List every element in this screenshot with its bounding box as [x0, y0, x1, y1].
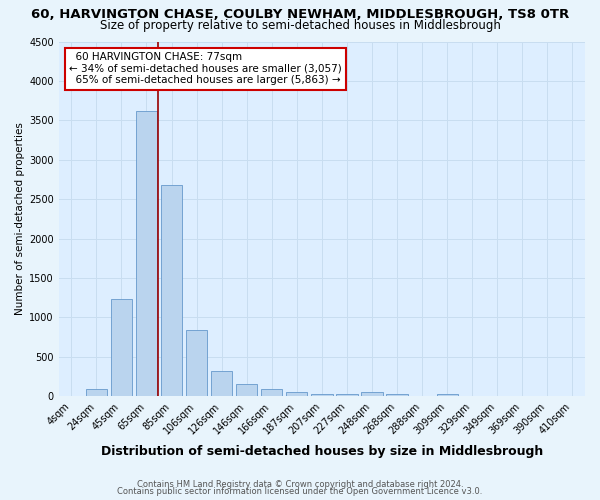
Bar — [261, 389, 283, 396]
Bar — [86, 389, 107, 396]
Y-axis label: Number of semi-detached properties: Number of semi-detached properties — [15, 122, 25, 316]
Bar — [386, 394, 408, 396]
Bar — [311, 394, 332, 396]
Text: 60, HARVINGTON CHASE, COULBY NEWHAM, MIDDLESBROUGH, TS8 0TR: 60, HARVINGTON CHASE, COULBY NEWHAM, MID… — [31, 8, 569, 20]
Text: 60 HARVINGTON CHASE: 77sqm
← 34% of semi-detached houses are smaller (3,057)
  6: 60 HARVINGTON CHASE: 77sqm ← 34% of semi… — [70, 52, 342, 86]
Bar — [437, 394, 458, 396]
Text: Contains HM Land Registry data © Crown copyright and database right 2024.: Contains HM Land Registry data © Crown c… — [137, 480, 463, 489]
Bar — [361, 392, 383, 396]
Bar — [111, 298, 132, 396]
Bar — [136, 111, 157, 397]
Bar — [286, 392, 307, 396]
Bar — [161, 185, 182, 396]
Bar — [236, 384, 257, 396]
Bar — [186, 330, 207, 396]
Text: Size of property relative to semi-detached houses in Middlesbrough: Size of property relative to semi-detach… — [100, 19, 500, 32]
Bar — [336, 394, 358, 396]
X-axis label: Distribution of semi-detached houses by size in Middlesbrough: Distribution of semi-detached houses by … — [101, 444, 543, 458]
Bar — [211, 372, 232, 396]
Text: Contains public sector information licensed under the Open Government Licence v3: Contains public sector information licen… — [118, 487, 482, 496]
